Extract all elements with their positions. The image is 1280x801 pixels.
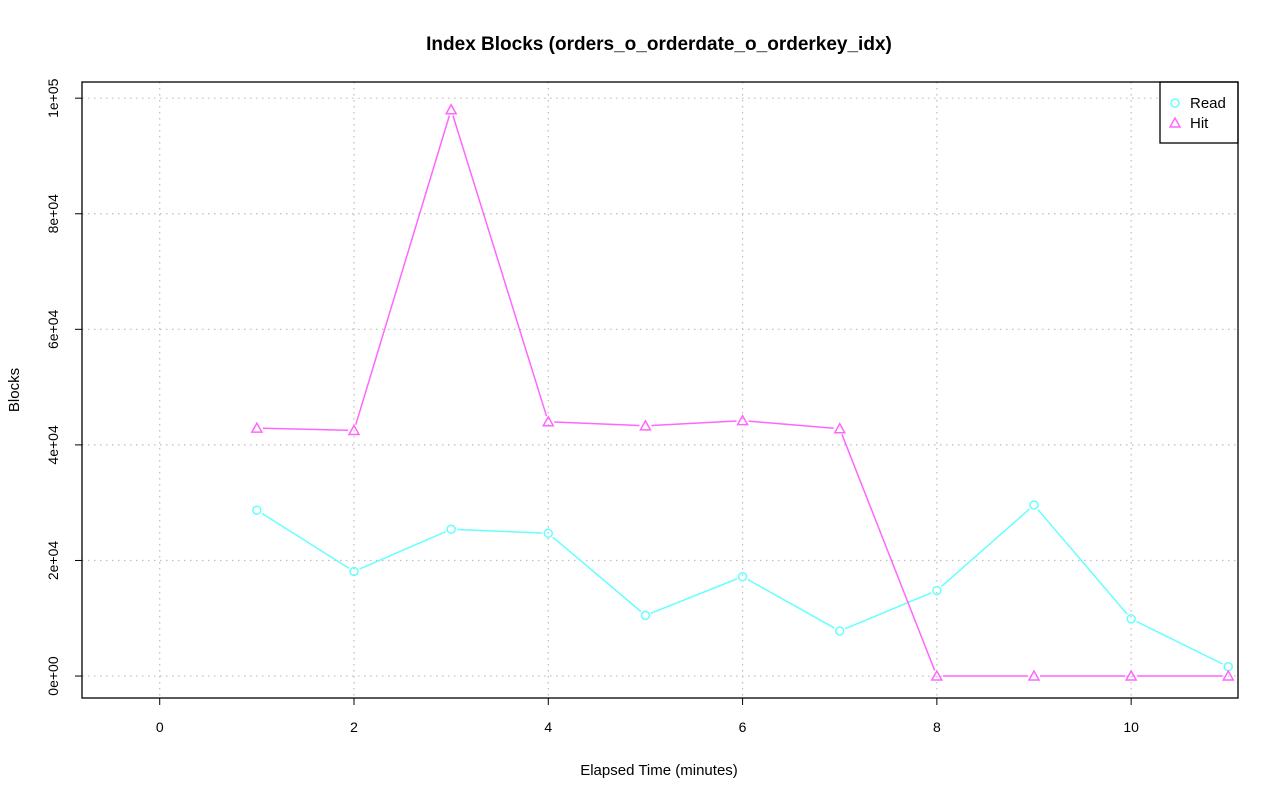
data-point-read	[446, 524, 456, 535]
y-tick-label: 1e+05	[45, 78, 61, 118]
data-point-hit	[250, 421, 264, 433]
y-tick-label: 2e+04	[45, 541, 61, 581]
data-point-hit	[347, 423, 361, 436]
y-tick-label: 4e+04	[45, 425, 61, 465]
legend-label-read: Read	[1190, 95, 1226, 112]
data-point-read	[349, 566, 359, 577]
data-point-read	[932, 585, 942, 596]
series-line-read	[1037, 509, 1128, 615]
x-tick-label: 2	[350, 719, 358, 735]
series-line-hit	[651, 420, 737, 427]
data-point-read	[1126, 614, 1136, 624]
y-tick-label: 6e+04	[45, 309, 61, 349]
data-point-hit	[833, 422, 846, 434]
x-axis-label: Elapsed Time (minutes)	[580, 762, 738, 779]
data-point-hit	[444, 103, 458, 115]
series-line-hit	[748, 420, 834, 429]
data-point-read	[252, 505, 262, 515]
x-tick-label: 4	[544, 719, 552, 735]
axes: 0 2 4 6 8 10 0e+00 2e+04 4e+04 6e+04 8e+04 1e+05	[45, 78, 1139, 735]
series-line-read	[552, 536, 642, 613]
series-line-read	[457, 528, 543, 534]
data-point-read	[543, 528, 554, 539]
legend-box	[1159, 81, 1239, 144]
y-axis-label: Blocks	[6, 368, 23, 412]
data-point-hit	[1027, 669, 1041, 681]
series-hit	[250, 103, 1235, 681]
chart-title: Index Blocks (orders_o_orderdate_o_order…	[426, 34, 892, 55]
series-line-hit	[355, 115, 451, 425]
series-line-read	[940, 508, 1030, 588]
series-line-read	[844, 592, 932, 630]
x-tick-label: 10	[1123, 719, 1139, 735]
legend-marker-read	[1170, 98, 1180, 108]
legend-marker-hit	[1168, 116, 1182, 128]
data-point-hit	[930, 669, 944, 681]
data-point-read	[1029, 500, 1039, 510]
data-point-read	[834, 626, 845, 636]
data-series	[250, 103, 1235, 681]
data-point-hit	[639, 419, 652, 431]
x-tick-label: 8	[933, 719, 941, 735]
series-line-hit	[262, 427, 349, 432]
grid-lines	[82, 82, 1238, 698]
series-line-read	[1136, 620, 1224, 665]
y-tick-label: 8e+04	[45, 194, 61, 234]
data-point-hit	[736, 414, 749, 426]
series-line-hit	[841, 434, 936, 671]
y-tick-label: 0e+00	[45, 656, 61, 696]
series-line-read	[359, 530, 446, 570]
series-line-hit	[452, 115, 548, 417]
series-line-read	[747, 578, 835, 629]
x-tick-label: 0	[156, 719, 164, 735]
data-point-read	[737, 571, 748, 582]
plot-frame	[81, 81, 1239, 699]
series-line-read	[261, 512, 350, 569]
x-tick-label: 6	[739, 719, 747, 735]
series-line-hit	[554, 421, 640, 427]
legend-label-hit: Hit	[1190, 115, 1209, 132]
data-point-hit	[542, 415, 555, 427]
series-line-read	[650, 578, 738, 614]
data-point-hit	[1124, 669, 1138, 681]
data-point-hit	[1222, 669, 1235, 681]
data-point-read	[640, 610, 651, 621]
series-read	[252, 500, 1234, 672]
legend: Read Hit	[1159, 81, 1239, 144]
